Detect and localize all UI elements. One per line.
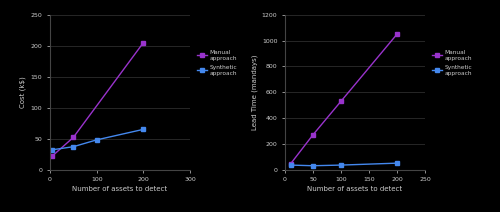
Legend: Manual
approach, Synthetic
approach: Manual approach, Synthetic approach	[430, 49, 474, 77]
X-axis label: Number of assets to detect: Number of assets to detect	[308, 186, 402, 192]
Y-axis label: Lead Time (mandays): Lead Time (mandays)	[251, 54, 258, 130]
Y-axis label: Cost (k$): Cost (k$)	[20, 76, 26, 108]
X-axis label: Number of assets to detect: Number of assets to detect	[72, 186, 168, 192]
Legend: Manual
approach, Synthetic
approach: Manual approach, Synthetic approach	[196, 49, 238, 77]
